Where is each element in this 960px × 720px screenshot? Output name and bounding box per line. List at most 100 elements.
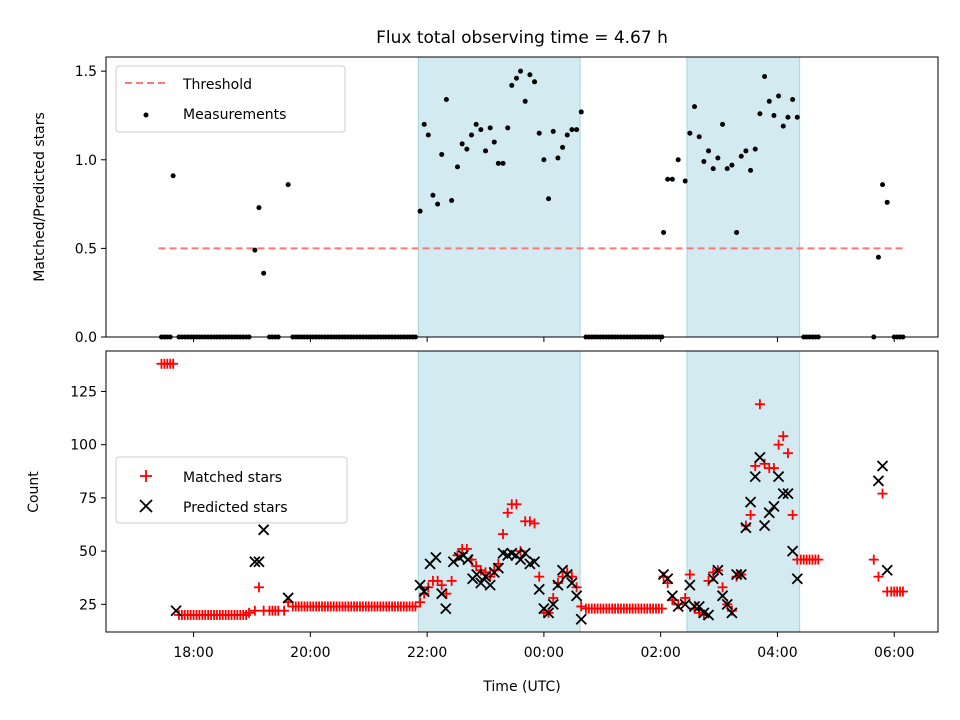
data-point bbox=[752, 146, 758, 152]
data-point bbox=[576, 601, 587, 612]
data-point bbox=[443, 97, 449, 103]
data-point bbox=[509, 82, 515, 88]
data-point bbox=[536, 130, 542, 136]
data-point bbox=[868, 554, 879, 565]
data-point bbox=[875, 254, 881, 260]
data-point bbox=[777, 487, 789, 500]
data-point bbox=[682, 178, 688, 184]
data-point bbox=[552, 579, 564, 591]
data-point bbox=[483, 148, 489, 154]
data-point bbox=[249, 605, 260, 616]
data-point bbox=[439, 151, 445, 157]
series-matched-stars bbox=[156, 358, 908, 620]
y-tick-label: 125 bbox=[70, 384, 97, 400]
data-point bbox=[446, 575, 457, 586]
data-point bbox=[669, 176, 675, 182]
data-point bbox=[738, 153, 744, 159]
data-point bbox=[748, 167, 754, 173]
data-point bbox=[696, 134, 702, 140]
data-point bbox=[533, 583, 545, 596]
data-point bbox=[701, 159, 707, 165]
x-tick-label: 06:00 bbox=[874, 645, 914, 661]
data-point bbox=[491, 139, 497, 145]
data-point bbox=[547, 598, 559, 610]
data-point bbox=[569, 127, 575, 133]
data-point bbox=[790, 97, 796, 103]
data-point bbox=[462, 553, 474, 566]
legend-threshold-label: Threshold bbox=[182, 77, 252, 93]
data-point bbox=[454, 164, 460, 170]
data-point bbox=[735, 568, 747, 581]
data-point bbox=[813, 554, 824, 565]
data-point bbox=[749, 470, 761, 483]
data-point bbox=[253, 582, 264, 593]
data-point bbox=[662, 573, 674, 585]
data-point bbox=[522, 98, 528, 104]
data-point bbox=[513, 75, 519, 81]
top-panel-y-ticks: 0.0 0.5 1.0 1.5 bbox=[75, 64, 106, 346]
top-panel-y-axis-label: Matched/Predicted stars bbox=[32, 112, 48, 282]
data-point bbox=[692, 104, 698, 110]
data-point bbox=[541, 157, 547, 163]
data-point bbox=[688, 600, 701, 613]
data-point bbox=[684, 569, 695, 580]
shaded-region bbox=[686, 56, 801, 338]
data-point bbox=[430, 192, 436, 198]
data-point bbox=[745, 509, 756, 520]
y-tick-label: 0.0 bbox=[75, 330, 97, 346]
data-point bbox=[459, 141, 465, 147]
data-point bbox=[880, 182, 886, 188]
data-point bbox=[555, 155, 561, 161]
data-point bbox=[252, 247, 258, 253]
data-point bbox=[706, 148, 712, 154]
shaded-region bbox=[686, 350, 801, 633]
data-point bbox=[776, 93, 782, 99]
bottom-panel-y-ticks: 25 50 75 100 125 bbox=[70, 384, 106, 613]
data-point bbox=[740, 522, 752, 534]
data-point bbox=[666, 590, 678, 602]
bottom-panel-frame bbox=[105, 350, 939, 633]
data-point bbox=[758, 519, 771, 532]
data-point bbox=[502, 507, 513, 518]
data-point bbox=[780, 123, 786, 129]
data-point bbox=[468, 132, 474, 138]
bottom-panel-x-ticks: 18:00 20:00 22:00 00:00 02:00 04:00 06:00 bbox=[173, 632, 914, 661]
data-point bbox=[519, 547, 531, 559]
data-point bbox=[679, 598, 691, 610]
data-point bbox=[282, 592, 294, 604]
data-point bbox=[720, 121, 726, 127]
x-tick-label: 22:00 bbox=[407, 645, 447, 661]
bottom-panel-legend-box bbox=[115, 456, 348, 524]
data-point bbox=[754, 399, 765, 410]
data-point bbox=[656, 603, 667, 614]
data-point bbox=[786, 545, 799, 557]
data-point bbox=[785, 114, 791, 120]
data-point bbox=[410, 601, 421, 612]
x-tick-label: 04:00 bbox=[757, 645, 797, 661]
data-point bbox=[528, 556, 541, 568]
data-point bbox=[529, 518, 540, 529]
chart-title: Flux total observing time = 4.67 h bbox=[376, 28, 668, 48]
data-point bbox=[715, 155, 721, 161]
data-point bbox=[694, 607, 705, 618]
data-point bbox=[500, 160, 506, 166]
data-point bbox=[440, 602, 452, 615]
data-point bbox=[527, 72, 533, 78]
shaded-region bbox=[417, 56, 581, 338]
data-point bbox=[498, 529, 509, 540]
x-axis-label: Time (UTC) bbox=[482, 679, 560, 695]
data-point bbox=[532, 79, 538, 85]
series-predicted-stars bbox=[170, 451, 893, 625]
legend-matched-swatch bbox=[140, 470, 152, 482]
data-point bbox=[435, 201, 441, 207]
data-point bbox=[712, 564, 724, 576]
data-point bbox=[447, 556, 460, 568]
data-point bbox=[744, 496, 757, 508]
data-point bbox=[884, 199, 890, 205]
data-point bbox=[794, 114, 800, 120]
legend-predicted-swatch bbox=[139, 499, 153, 513]
data-point bbox=[168, 358, 179, 369]
top-panel: 0.0 0.5 1.0 1.5 Matched/Predicted stars Thr… bbox=[32, 56, 939, 346]
data-point bbox=[564, 132, 570, 138]
data-point bbox=[441, 588, 452, 599]
